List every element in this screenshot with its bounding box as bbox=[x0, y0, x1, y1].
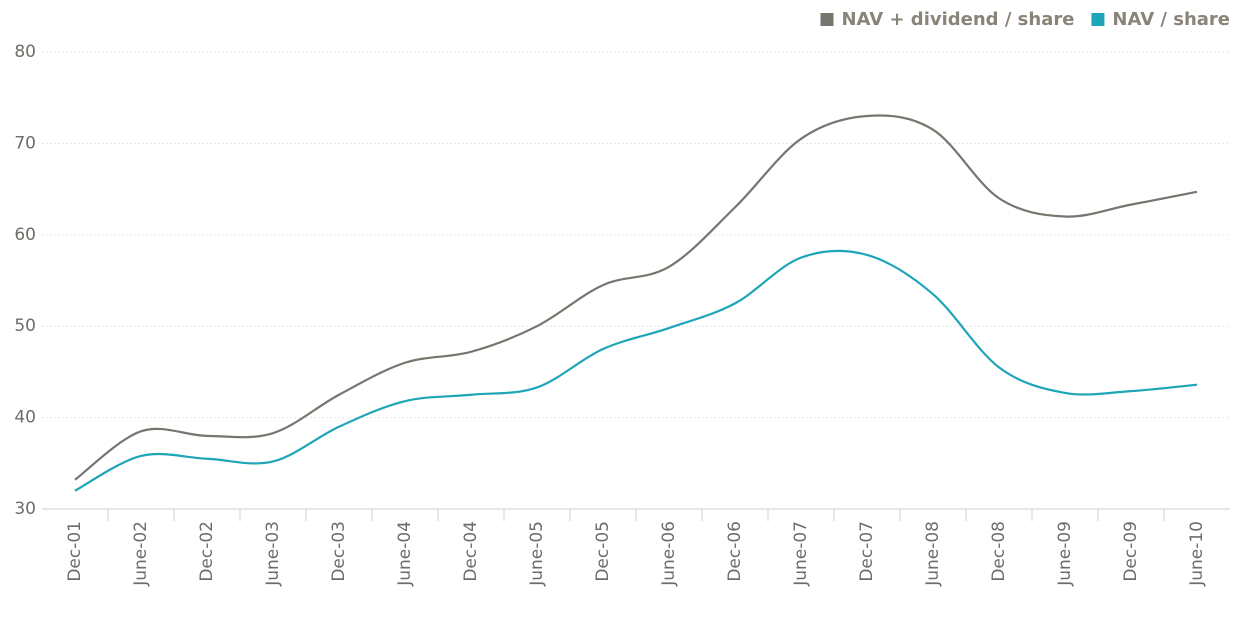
x-tick-label: Dec-06 bbox=[725, 521, 745, 582]
x-tick-label: Dec-03 bbox=[329, 521, 349, 582]
x-tick-label: June-03 bbox=[263, 521, 283, 587]
y-tick-label: 30 bbox=[14, 499, 36, 519]
x-tick-label: June-09 bbox=[1055, 521, 1075, 587]
x-tick-label: June-07 bbox=[791, 521, 811, 587]
legend-label: NAV + dividend / share bbox=[841, 9, 1074, 30]
y-tick-label: 40 bbox=[14, 408, 36, 428]
series-line bbox=[74, 249, 1198, 492]
legend-swatch bbox=[820, 13, 834, 26]
series-line bbox=[74, 114, 1198, 481]
y-tick-label: 80 bbox=[14, 42, 36, 62]
x-tick-label: Dec-08 bbox=[989, 521, 1009, 582]
x-tick-label: June-05 bbox=[527, 521, 547, 587]
y-tick-label: 60 bbox=[14, 225, 36, 245]
x-tick-label: Dec-05 bbox=[593, 521, 613, 582]
legend-swatch bbox=[1091, 13, 1105, 26]
y-tick-label: 70 bbox=[14, 133, 36, 153]
x-tick-label: Dec-04 bbox=[461, 521, 481, 582]
x-tick-label: Dec-01 bbox=[65, 521, 85, 582]
y-tick-label: 50 bbox=[14, 316, 36, 336]
x-tick-label: Dec-02 bbox=[197, 521, 217, 582]
x-tick-label: June-04 bbox=[395, 521, 415, 587]
x-tick-label: June-08 bbox=[923, 521, 943, 587]
x-tick-label: Dec-09 bbox=[1121, 521, 1141, 582]
x-tick-label: June-02 bbox=[131, 521, 151, 587]
legend-label: NAV / share bbox=[1112, 9, 1230, 30]
x-tick-label: June-06 bbox=[659, 521, 679, 587]
x-tick-label: June-10 bbox=[1187, 521, 1207, 587]
x-tick-label: Dec-07 bbox=[857, 521, 877, 582]
